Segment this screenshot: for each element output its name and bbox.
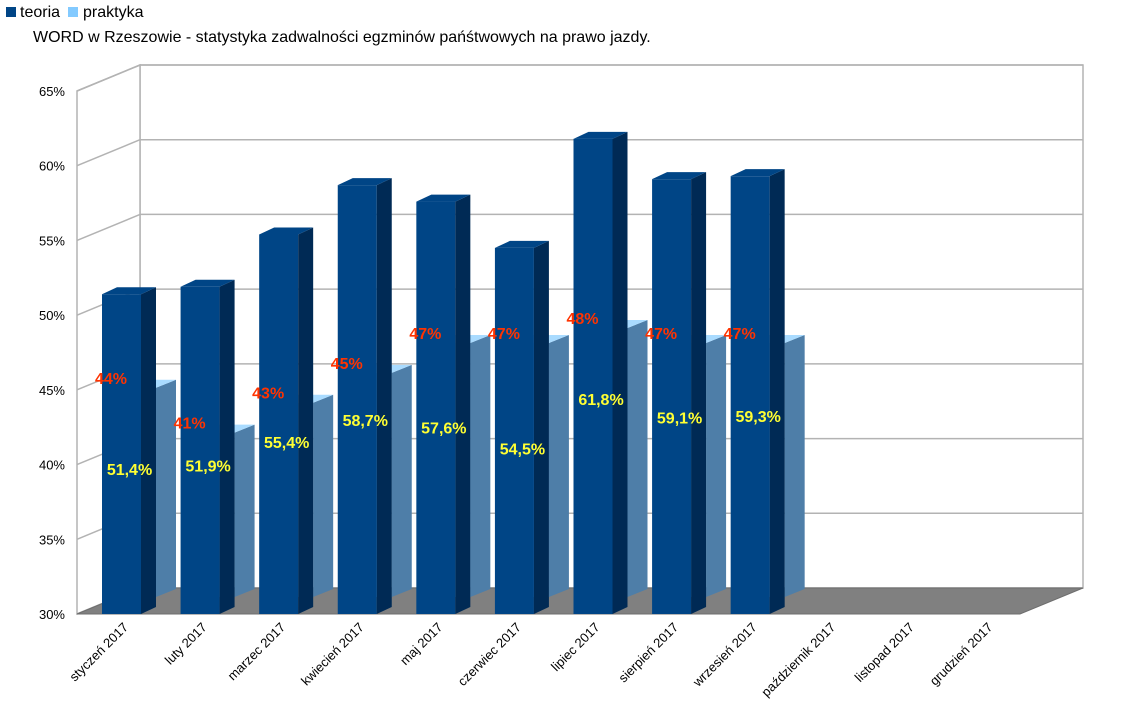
bar-teoria	[180, 279, 235, 614]
bar-teoria	[730, 169, 785, 614]
y-tick-label: 45%	[39, 383, 65, 398]
bar-teoria	[652, 172, 707, 615]
data-labels: 44% 51,4% 41% 51,9% 43% 55,4% 45% 58,7% 47% 57,6%…	[95, 311, 781, 479]
x-tick-label: kwiecień 2017	[298, 620, 367, 689]
chart-title: WORD w Rzeszowie - statystyka zadwalnośc…	[33, 29, 651, 46]
data-label-praktyka: 44%	[95, 371, 127, 388]
bar-teoria	[102, 287, 156, 614]
x-tick-label: listopad 2017	[852, 620, 917, 685]
x-tick-label: maj 2017	[397, 620, 445, 668]
data-label-praktyka: 41%	[174, 416, 206, 433]
data-label-praktyka: 47%	[724, 326, 756, 343]
data-label-praktyka: 47%	[409, 326, 441, 343]
y-axis-ticks: 30% 35% 40% 45% 50% 55% 60% 65%	[39, 84, 65, 622]
data-label-praktyka: 48%	[566, 311, 598, 328]
data-label-teoria: 51,9%	[185, 459, 230, 476]
bars	[102, 131, 805, 615]
data-label-teoria: 58,7%	[343, 413, 388, 430]
x-tick-label: lipiec 2017	[548, 620, 603, 675]
data-label-teoria: 51,4%	[107, 462, 152, 479]
data-label-teoria: 55,4%	[264, 435, 309, 452]
legend-swatch-teoria	[6, 7, 16, 17]
x-tick-label: grudzień 2017	[927, 620, 996, 689]
legend-label-praktyka: praktyka	[83, 4, 144, 21]
data-label-praktyka: 47%	[488, 326, 520, 343]
x-tick-label: marzec 2017	[225, 620, 289, 684]
bar-teoria	[573, 131, 628, 614]
y-tick-label: 35%	[39, 532, 65, 547]
data-label-teoria: 57,6%	[421, 420, 466, 437]
data-label-teoria: 59,1%	[657, 410, 702, 427]
bar-teoria	[337, 178, 392, 614]
y-tick-label: 60%	[39, 159, 65, 174]
data-label-praktyka: 45%	[331, 356, 363, 373]
x-tick-label: czerwiec 2017	[455, 620, 524, 689]
data-label-teoria: 59,3%	[735, 409, 780, 426]
data-label-praktyka: 43%	[252, 386, 284, 403]
x-axis-categories: styczeń 2017 luty 2017 marzec 2017 kwiecień…	[66, 620, 995, 700]
legend: teoria praktyka	[6, 4, 144, 21]
bar-teoria	[259, 227, 314, 615]
bar-teoria	[494, 240, 549, 614]
legend-label-teoria: teoria	[20, 4, 60, 21]
y-tick-label: 40%	[39, 458, 65, 473]
bar-teoria	[416, 194, 471, 614]
x-tick-label: październik 2017	[758, 620, 838, 700]
x-tick-label: luty 2017	[162, 620, 210, 668]
y-tick-label: 50%	[39, 308, 65, 323]
x-tick-label: wrzesień 2017	[689, 620, 760, 691]
data-label-teoria: 54,5%	[500, 441, 545, 458]
x-tick-label: styczeń 2017	[66, 620, 131, 685]
y-tick-label: 55%	[39, 233, 65, 248]
data-label-praktyka: 47%	[645, 326, 677, 343]
data-label-teoria: 61,8%	[578, 392, 623, 409]
legend-swatch-praktyka	[68, 7, 78, 17]
y-tick-label: 30%	[39, 607, 65, 622]
y-tick-label: 65%	[39, 84, 65, 99]
x-tick-label: sierpień 2017	[615, 620, 681, 686]
